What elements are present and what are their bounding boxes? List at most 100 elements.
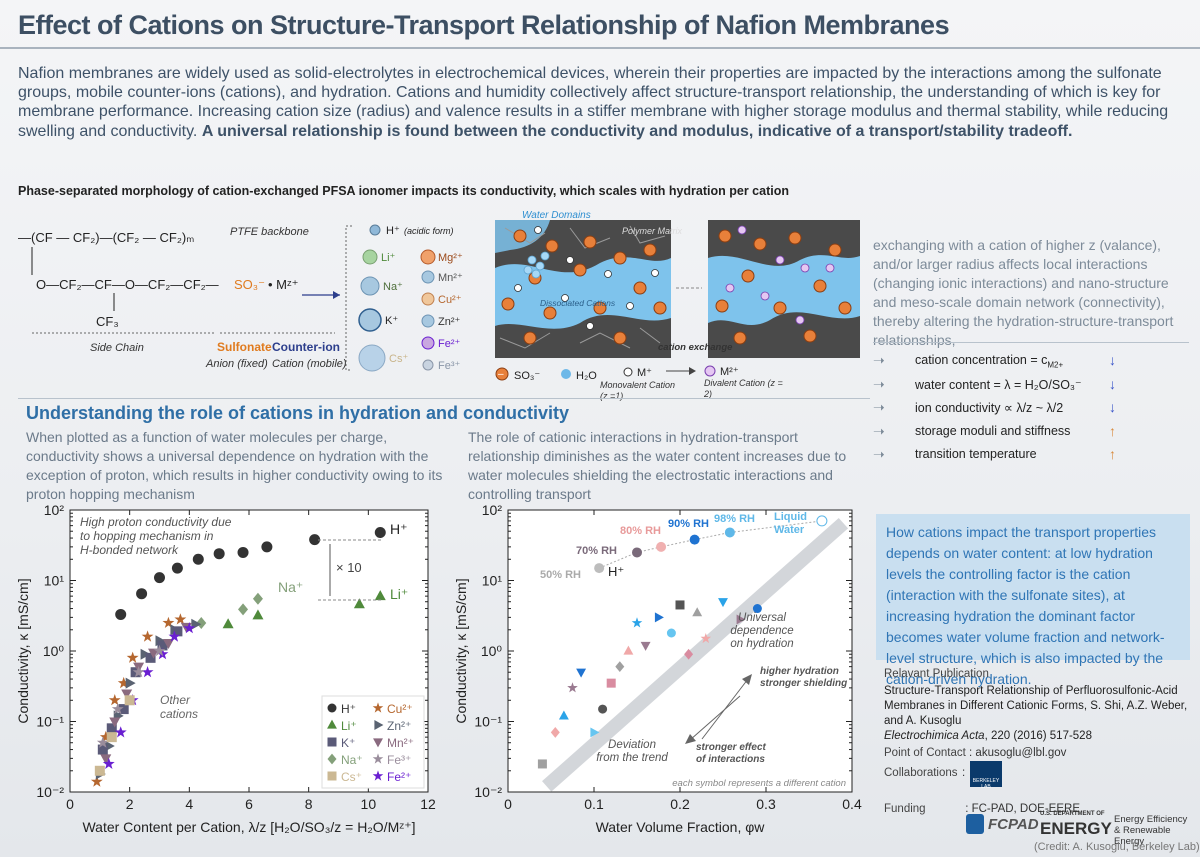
intro-bold: A universal relationship is found betwee… [201,122,1073,140]
data-point [117,676,130,689]
svg-text:(acidic form): (acidic form) [404,226,454,236]
data-point [157,640,168,651]
legend-marker [327,737,337,747]
svg-text:Na⁺: Na⁺ [383,281,403,293]
so3-formula: SO₃⁻ [234,277,265,292]
data-point [550,727,560,738]
effect-row: ➝ water content = λ = H₂O/SO₃⁻ ↓ [873,376,1189,400]
legend-label: Cu²⁺ [387,702,413,716]
data-point [213,548,225,560]
arrow-right-icon: ➝ [873,375,885,392]
svg-text:–: – [498,369,504,380]
svg-text:Cu²⁺: Cu²⁺ [438,294,462,306]
legend-label: Cs⁺ [341,770,362,784]
x-tick-label: 4 [185,796,193,812]
data-point [594,563,605,574]
svg-text:H⁺: H⁺ [386,225,400,237]
data-point [623,645,634,655]
times-ten-label: × 10 [336,560,362,575]
counter-ion-label: Counter-ion [272,340,340,354]
data-point [125,677,136,689]
data-point [606,678,616,688]
arrow-down-icon: ↓ [1109,399,1116,415]
ion-list: H⁺ (acidic form) Li⁺ Na⁺ K⁺ Cs⁺ Mg²⁺ Mn²… [345,224,463,372]
data-point [192,553,204,565]
rh70-label: 70% RH [576,545,617,557]
data-point [598,704,608,714]
intro-text: Nafion membranes are widely used as soli… [18,65,1169,140]
nanostructure-schematic: Water Domains Polymer Matrix Dissociated… [495,210,860,401]
effect-label: transition temperature [915,447,1037,461]
y-axis-label: Conductivity, κ [mS/cm] [15,578,31,723]
svg-text:Fe³⁺: Fe³⁺ [438,360,461,372]
y-tick-label: 10⁰ [481,643,503,659]
data-point [700,633,712,644]
li-label: Li⁺ [390,586,408,602]
stronger-annotation: stronger effect of interactions [696,742,767,765]
deviation-arrow [689,695,741,741]
x-tick-label: 6 [245,796,253,812]
data-point [196,616,207,629]
data-point [114,726,127,738]
arrow-up-icon: ↑ [1109,446,1116,462]
data-point [590,727,600,738]
chart-conductivity-vs-lambda: 0 2 4 6 8 10 12 10⁻² 10⁻¹ 10⁰ 10¹ 10² Water Content … [15,502,436,835]
data-point [718,598,728,608]
y-axis-label: Conductivity, κ [mS/cm] [456,578,469,723]
chemical-structure: —(CF — CF₂)—(CF₂ — CF₂)ₘ O—CF₂—CF—O—CF₂—… [18,226,347,370]
data-point [576,668,587,678]
shielding-annotation: higher hydration stronger shielding [760,666,847,689]
x-tick-label: 8 [305,796,313,812]
arrow-right-icon: ➝ [873,399,885,415]
arrow-right-icon: ➝ [873,352,885,368]
legend-marker [372,753,384,764]
effect-label: ion conductivity ∝ λ/z ~ λ/2 [915,401,1064,415]
effect-label: water content = λ = H₂O/SO₃⁻ [915,377,1082,392]
data-point [106,723,117,734]
data-point [724,527,735,538]
x-axis-label: Water Volume Fraction, φw [596,819,766,835]
x-tick-label: 0 [66,796,74,812]
publication-heading: Relavant Publication [884,668,989,680]
data-point [736,614,746,625]
universal-annotation: Universal dependence on hydration [730,612,793,650]
arrow-down-icon [685,734,696,744]
data-point [558,710,569,720]
arrow-right-icon: ➝ [873,422,885,439]
universal-trend-band [542,517,849,792]
right-paragraph: The role of cationic interactions in hyd… [468,429,847,502]
x-tick-label: 2 [126,796,134,812]
collab-sep: : [962,767,966,779]
intro-paragraph: Nafion membranes are widely used as soli… [18,64,1188,141]
contact-email[interactable]: : akusoglu@lbl.gov [969,747,1067,759]
data-point [99,730,112,743]
data-point [115,608,127,620]
svg-text:K⁺: K⁺ [385,315,398,327]
data-point [94,765,105,776]
x-tick-label: 0.3 [756,796,776,812]
data-point [97,744,108,755]
data-point [126,651,139,663]
data-point [108,694,121,706]
effect-row: ➝ transition temperature ↑ [873,446,1189,470]
data-point [121,689,133,700]
publication-citation: , 220 (2016) 517-528 [984,730,1092,742]
y-tick-label: 10⁻² [474,784,502,800]
funding-label: Funding [884,803,926,815]
svg-text:SO₃⁻: SO₃⁻ [514,370,540,382]
data-point [374,526,386,538]
data-point [102,757,115,769]
legend-marker [372,702,384,713]
x-axis-label: Water Content per Cation, λ/z [H₂O/SO₃/z… [82,819,415,835]
dissociated-label: Dissociated Cations [540,298,616,308]
liquid-water-label: Liquid Water [774,511,807,536]
data-point [124,695,135,706]
data-point [141,666,154,678]
data-point [353,598,365,609]
collab-label: Collaborations [884,767,958,779]
svg-text:Mg²⁺: Mg²⁺ [438,252,463,264]
counter-ion-sub: Cation (mobile) [272,358,347,370]
data-point [111,702,124,715]
legend-marker [372,770,384,781]
data-point [118,704,129,715]
